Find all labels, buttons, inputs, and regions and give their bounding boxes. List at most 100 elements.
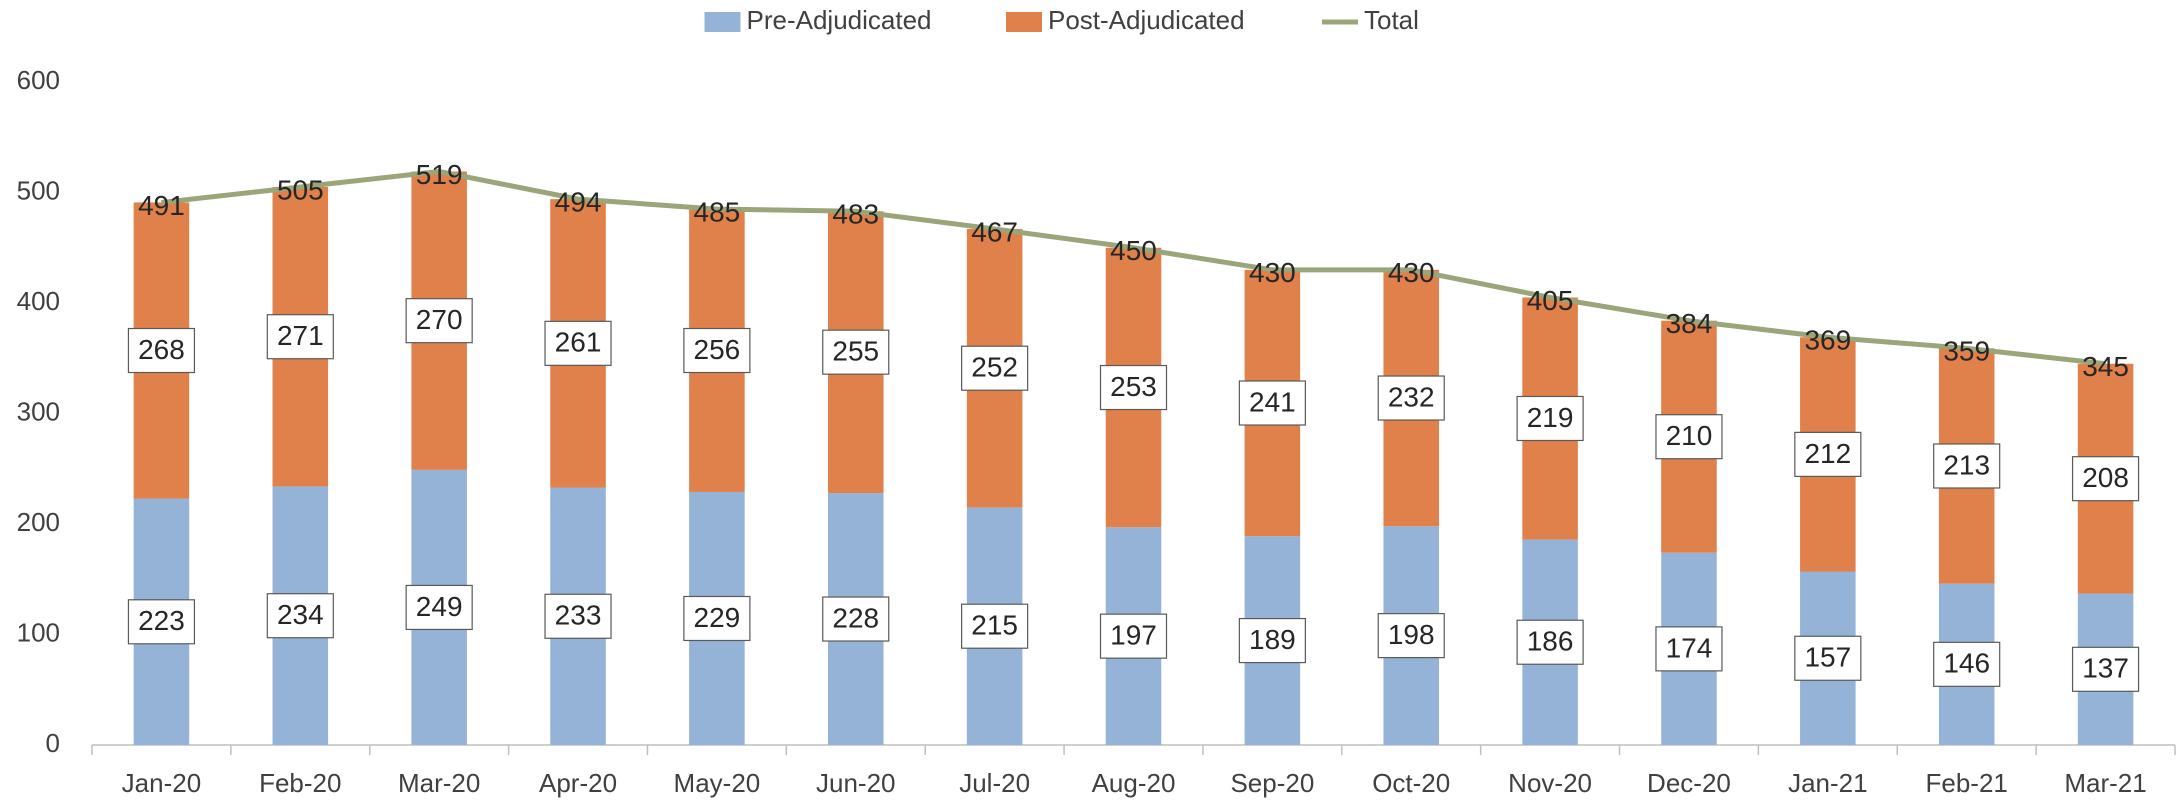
data-label: 519	[416, 159, 463, 190]
data-label: 491	[138, 190, 185, 221]
data-label-box	[544, 320, 612, 366]
x-tick-label: Jan-21	[1788, 768, 1868, 798]
data-label-box	[127, 327, 196, 374]
data-label: 253	[1110, 371, 1157, 402]
data-label-box	[961, 603, 1029, 649]
x-tick-label: May-20	[674, 768, 761, 798]
data-label-box	[822, 596, 890, 642]
data-label: 430	[1249, 257, 1296, 288]
data-label: 494	[555, 187, 602, 218]
data-label-box	[822, 329, 890, 375]
data-label-box	[1516, 619, 1584, 665]
data-label-box	[1655, 414, 1723, 460]
data-label: 213	[1943, 449, 1990, 480]
data-label-box	[127, 599, 196, 645]
data-label-box	[961, 345, 1029, 391]
data-label-box	[683, 595, 751, 642]
data-label-box	[1377, 375, 1445, 421]
legend-swatch	[1006, 12, 1042, 32]
data-label: 137	[2082, 653, 2129, 684]
data-label-box	[1516, 395, 1584, 442]
data-label: 228	[832, 602, 879, 633]
data-label: 384	[1666, 308, 1713, 339]
data-label-box	[544, 593, 612, 639]
data-label-box	[1794, 635, 1862, 681]
data-label: 232	[1388, 381, 1435, 412]
data-label: 223	[138, 605, 185, 636]
x-tick-label: Mar-21	[2064, 768, 2146, 798]
data-label-box	[266, 314, 334, 360]
data-label: 369	[1804, 325, 1851, 356]
data-label: 483	[832, 199, 879, 230]
total-line	[161, 169, 2106, 367]
data-label: 215	[971, 610, 1018, 641]
data-label-box	[266, 593, 334, 639]
data-label: 430	[1388, 257, 1435, 288]
data-label-box	[1099, 613, 1168, 659]
y-tick-label: 400	[17, 286, 60, 316]
x-tick-label: Apr-20	[539, 768, 617, 798]
data-label: 233	[555, 600, 602, 631]
x-tick-label: Mar-20	[398, 768, 480, 798]
x-tick-label: Jan-20	[122, 768, 202, 798]
y-tick-label: 600	[17, 65, 60, 95]
data-label: 212	[1804, 438, 1851, 469]
y-tick-label: 200	[17, 507, 60, 537]
data-label-box	[1933, 443, 2001, 489]
x-tick-label: Jul-20	[959, 768, 1030, 798]
data-label: 208	[2082, 462, 2129, 493]
x-tick-label: Nov-20	[1508, 768, 1592, 798]
data-label-box	[405, 298, 473, 344]
data-label: 270	[416, 304, 463, 335]
y-tick-label: 100	[17, 617, 60, 647]
data-label: 186	[1527, 626, 1574, 657]
data-label-box	[2071, 456, 2140, 502]
data-label-box	[1655, 626, 1723, 672]
data-label: 255	[832, 336, 879, 367]
data-label: 261	[555, 327, 602, 358]
data-label-box	[1933, 641, 2001, 687]
x-tick-label: Feb-21	[1926, 768, 2008, 798]
data-label-box	[405, 584, 473, 631]
legend-label: Post-Adjudicated	[1048, 5, 1245, 35]
data-label: 467	[971, 216, 1018, 247]
data-label: 505	[277, 174, 324, 205]
data-label: 359	[1943, 336, 1990, 367]
y-tick-label: 0	[46, 728, 60, 758]
data-label: 241	[1249, 386, 1296, 417]
data-label: 485	[694, 196, 741, 227]
data-label: 405	[1527, 285, 1574, 316]
data-label: 157	[1804, 642, 1851, 673]
data-label-box	[1794, 431, 1862, 477]
x-tick-label: Dec-20	[1647, 768, 1731, 798]
x-tick-label: Oct-20	[1372, 768, 1450, 798]
data-label: 256	[694, 334, 741, 365]
x-tick-label: Sep-20	[1230, 768, 1314, 798]
data-label: 249	[416, 591, 463, 622]
data-label-box	[1238, 617, 1306, 664]
data-label-box	[683, 327, 751, 374]
data-label: 198	[1388, 619, 1435, 650]
x-tick-label: Jun-20	[816, 768, 896, 798]
data-label-box	[1238, 380, 1306, 426]
data-label-box	[2071, 646, 2140, 692]
data-label: 229	[694, 602, 741, 633]
y-tick-label: 300	[17, 396, 60, 426]
data-label: 345	[2082, 351, 2129, 382]
data-label-box	[1377, 613, 1445, 659]
data-label: 174	[1666, 632, 1713, 663]
data-label: 189	[1249, 624, 1296, 655]
data-label: 219	[1527, 402, 1574, 433]
x-tick-label: Feb-20	[259, 768, 341, 798]
data-label-box	[1099, 364, 1168, 411]
legend-label: Total	[1364, 5, 1419, 35]
data-label: 450	[1110, 235, 1157, 266]
data-label: 197	[1110, 620, 1157, 651]
data-label: 271	[277, 320, 324, 351]
legend-swatch	[704, 12, 741, 32]
data-label: 252	[971, 352, 1018, 383]
legend-label: Pre-Adjudicated	[747, 5, 932, 35]
y-tick-label: 500	[17, 175, 60, 205]
data-label: 210	[1666, 420, 1713, 451]
